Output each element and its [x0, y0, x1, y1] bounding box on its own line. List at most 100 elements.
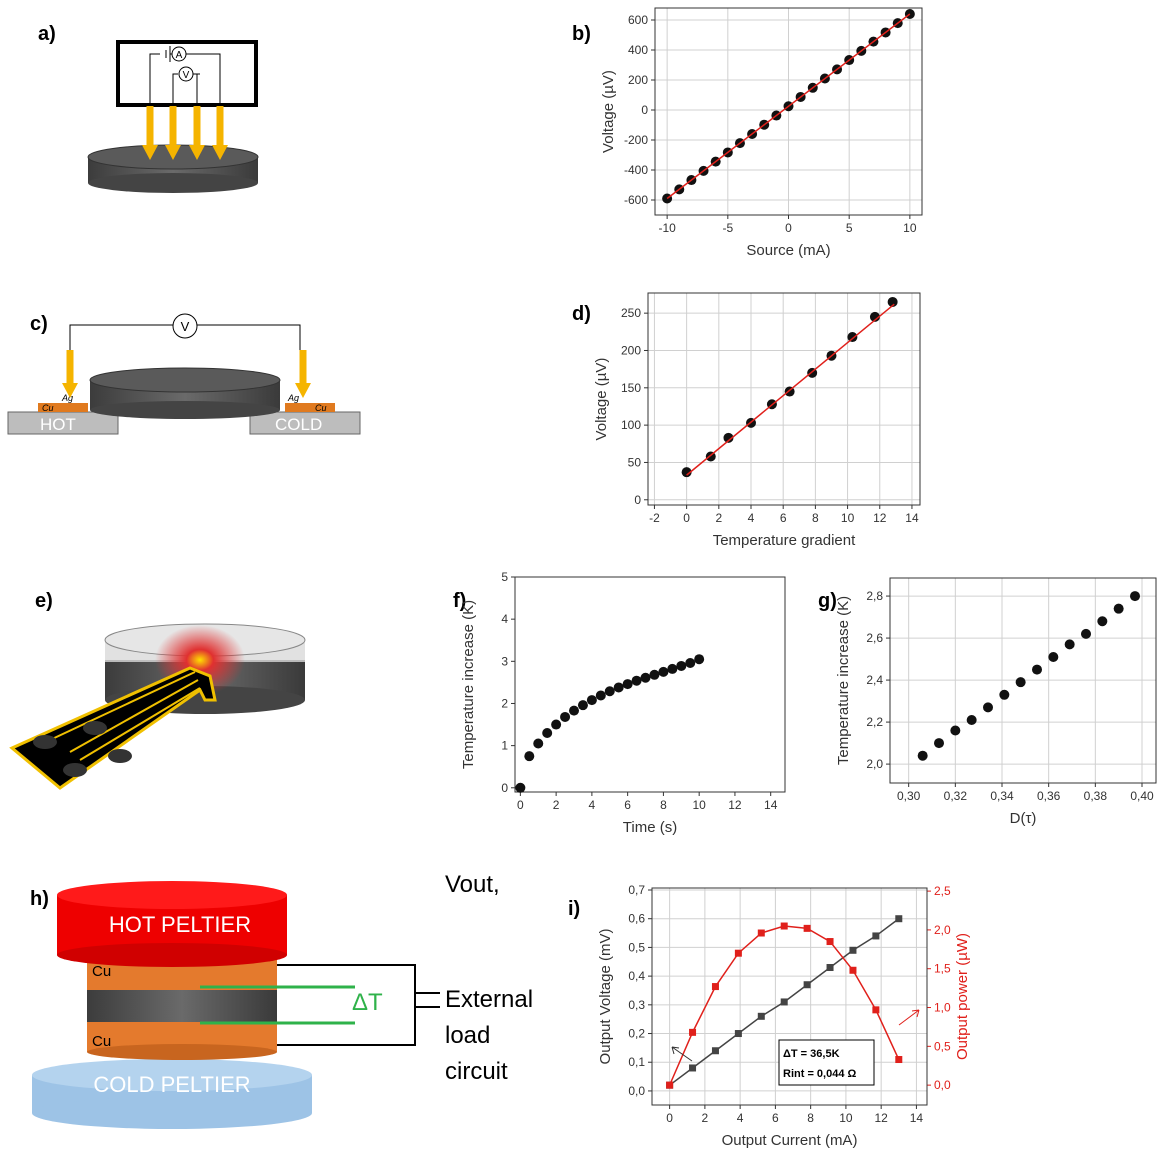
panel-label: a): [38, 23, 56, 45]
diagram-a: A V: [87, 40, 259, 193]
x-axis-label: D(τ): [1010, 810, 1037, 827]
panel-label: f): [453, 590, 466, 612]
circuit-label: circuit: [445, 1058, 508, 1085]
plot-frame: [889, 577, 1157, 784]
marker: [826, 938, 834, 946]
marker: [515, 782, 526, 793]
cu-label: Cu: [92, 963, 111, 980]
voltmeter: [172, 313, 198, 339]
marker: [533, 738, 544, 749]
x-tick-label: 0: [785, 221, 792, 235]
marker: [1113, 603, 1124, 614]
marker: [723, 432, 734, 443]
y-tick-label: 4: [501, 612, 508, 626]
cu-strip: [38, 403, 88, 412]
y-tick-label: 1: [501, 739, 508, 753]
x-tick-label: -5: [722, 221, 733, 235]
pad: [83, 721, 107, 735]
x-axis-label: Temperature gradient: [713, 532, 856, 549]
marker: [604, 686, 615, 697]
x-tick-label: 0,34: [990, 789, 1014, 803]
y-tick-label: 0,4: [628, 969, 645, 983]
x-tick-label: 8: [807, 1111, 814, 1125]
x-tick-label: 0,38: [1084, 789, 1108, 803]
marker: [640, 672, 651, 683]
x-tick-label: 2: [702, 1111, 709, 1125]
annotation: Rint = 0,044 Ω: [783, 1068, 857, 1080]
y-axis-label: Temperature increase (K): [460, 600, 477, 769]
marker: [711, 983, 719, 991]
series-line: [686, 303, 895, 476]
marker: [658, 666, 669, 677]
arrow: [671, 1046, 693, 1062]
marker: [631, 675, 642, 686]
plot-frame: [654, 7, 923, 216]
x-tick-label: 0: [683, 511, 690, 525]
annotation: ΔT = 36,5K: [783, 1048, 840, 1060]
panel-labels: a) b) c) d) e) f) g) h) i): [30, 23, 837, 920]
marker: [613, 682, 624, 693]
y-axis-label: Voltage (µV): [593, 358, 610, 441]
marker: [542, 727, 553, 738]
circuit-wire: [277, 964, 440, 1046]
voltmeter-label: V: [183, 70, 190, 81]
circuit-label: load: [445, 1022, 490, 1049]
marker: [569, 705, 580, 716]
y2-tick-label: 1,5: [934, 962, 951, 976]
y-tick-label: 200: [628, 73, 648, 87]
y-tick-label: 50: [628, 455, 642, 469]
marker: [803, 924, 811, 932]
y-tick-label: 0,2: [628, 1027, 645, 1041]
plot-frame: [647, 292, 921, 506]
x-tick-label: 14: [764, 798, 778, 812]
x-tick-label: 2: [553, 798, 560, 812]
marker: [780, 998, 788, 1006]
y-axis-label: Output Voltage (mV): [597, 929, 614, 1065]
cold-peltier-bottom: [32, 1097, 312, 1129]
y2-axis-label: Output power (µW): [954, 933, 971, 1060]
thermocouple: [200, 985, 355, 1025]
x-tick-label: 0,36: [1037, 789, 1061, 803]
marker: [849, 966, 857, 974]
marker: [524, 751, 535, 762]
panel-label: c): [30, 313, 48, 335]
probes: [146, 106, 224, 148]
y-tick-label: 600: [628, 13, 648, 27]
marker: [1064, 639, 1075, 650]
marker: [595, 690, 606, 701]
marker: [895, 915, 903, 923]
y-tick-label: 400: [628, 43, 648, 57]
x-tick-label: 5: [846, 221, 853, 235]
panel-label: i): [568, 898, 580, 920]
x-axis-label: Time (s): [623, 819, 677, 836]
marker: [577, 700, 588, 711]
ag-label: Ag: [61, 393, 73, 403]
y-tick-label: 2,6: [866, 631, 883, 645]
marker: [887, 296, 898, 307]
probe-tips: [62, 383, 311, 398]
y-axis-label: Voltage (µV): [600, 70, 617, 153]
marker: [560, 711, 571, 722]
marker: [1048, 651, 1059, 662]
x-tick-label: 12: [873, 511, 887, 525]
x-tick-label: 14: [905, 511, 919, 525]
pad: [108, 749, 132, 763]
sensor-tracks: [49, 671, 201, 761]
y-tick-label: 2,8: [866, 589, 883, 603]
x-tick-label: 12: [728, 798, 742, 812]
y-tick-label: 0,7: [628, 883, 645, 897]
y-tick-label: 0,5: [628, 940, 645, 954]
diagram-h: COLD PELTIER Cu Cu HOT PELTIER ΔT Vout, …: [32, 871, 533, 1129]
cold-peltier-label: COLD PELTIER: [93, 1072, 250, 1097]
probes: [66, 350, 307, 385]
marker: [1015, 677, 1026, 688]
y-axis-label: Temperature increase (K): [835, 596, 852, 765]
x-tick-label: 0,40: [1130, 789, 1154, 803]
x-tick-label: 4: [748, 511, 755, 525]
x-tick-label: 4: [589, 798, 596, 812]
panel-label: g): [818, 590, 837, 612]
x-tick-label: 2: [715, 511, 722, 525]
x-axis-label: Source (mA): [746, 242, 830, 259]
marker: [711, 1047, 719, 1055]
